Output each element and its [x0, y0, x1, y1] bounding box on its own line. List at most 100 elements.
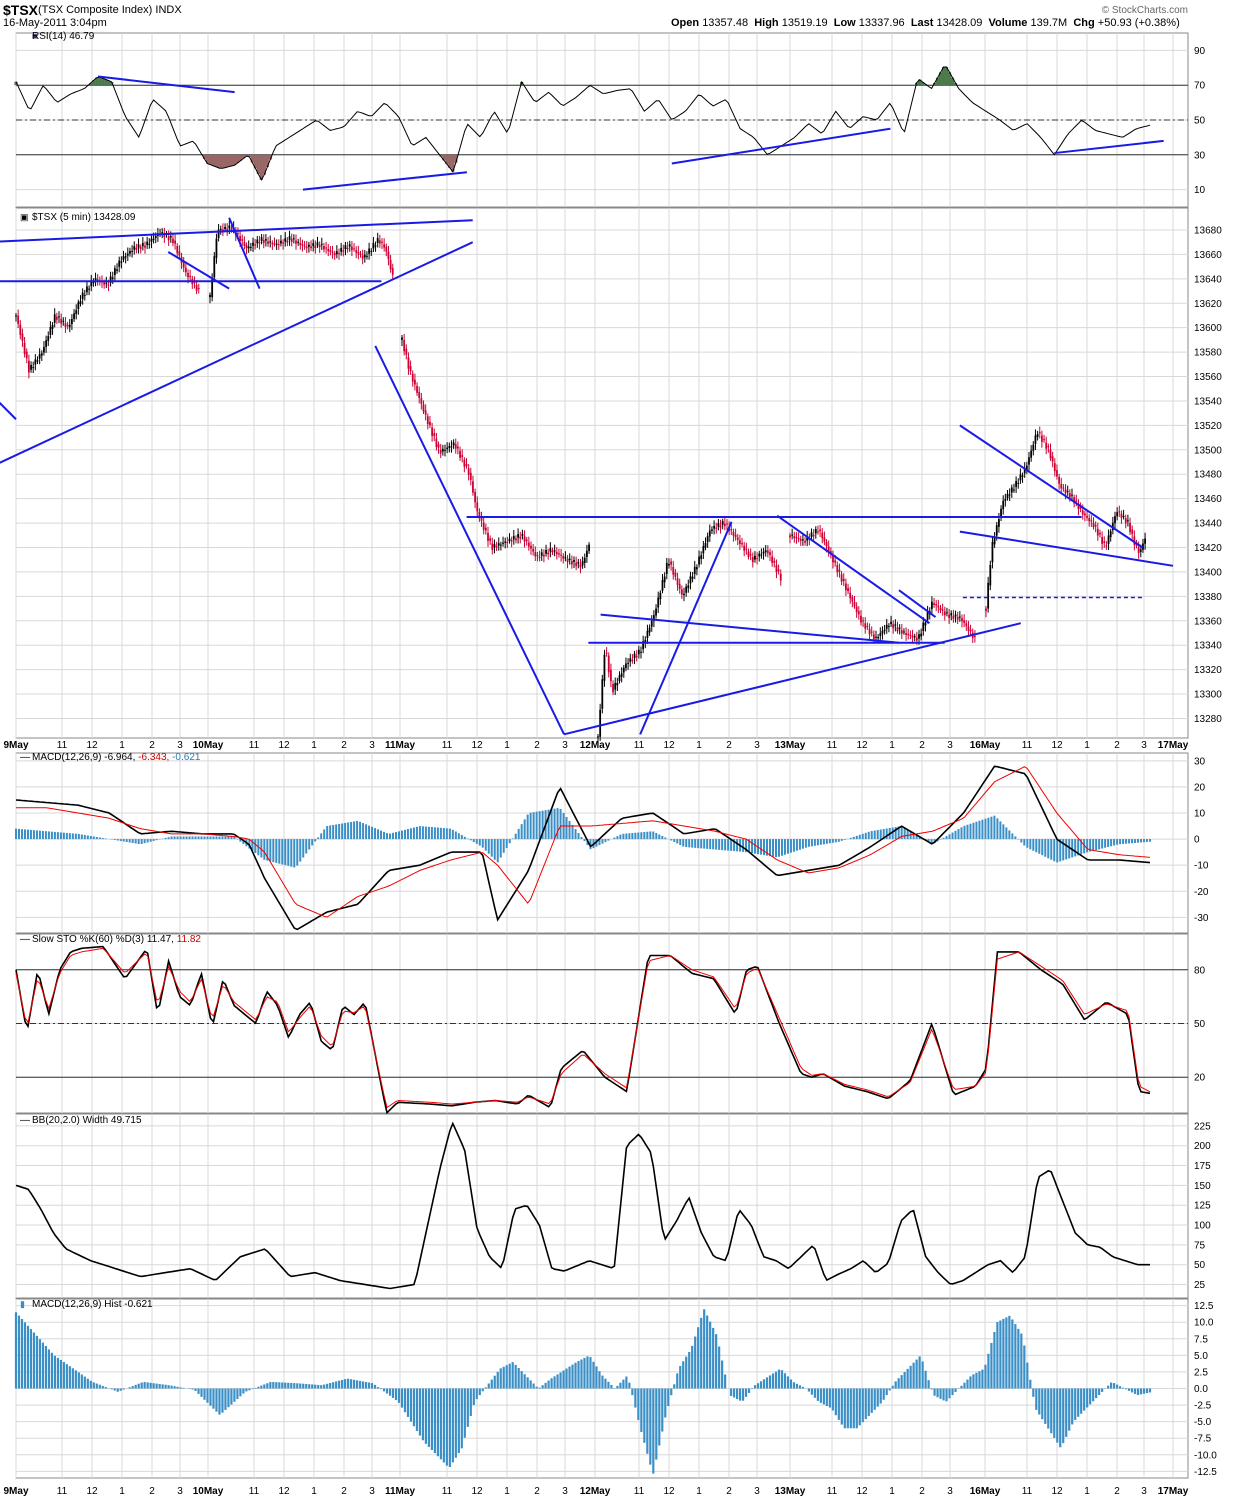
candle-body — [405, 348, 408, 355]
candle-body — [370, 251, 373, 253]
candle-body — [1017, 482, 1020, 484]
candle-body — [583, 557, 586, 563]
candle-body — [508, 538, 511, 542]
candle-body — [952, 615, 955, 620]
candle-body — [888, 625, 890, 627]
candle-body — [751, 557, 754, 563]
candle-body — [989, 564, 992, 586]
candle-body — [931, 601, 933, 609]
candle-body — [847, 588, 849, 592]
candle-body — [280, 240, 282, 244]
candle-body — [1010, 487, 1013, 493]
candle-body — [597, 736, 599, 738]
candle-body — [452, 442, 455, 446]
symbol[interactable]: $TSX — [3, 2, 39, 18]
candle-body — [1120, 513, 1123, 518]
candle-body — [866, 626, 869, 628]
candle-body — [1019, 474, 1022, 481]
candle-body — [1131, 529, 1134, 534]
candle-body — [348, 244, 351, 247]
price-x-tick: 12 — [856, 740, 868, 751]
price-trendline — [0, 219, 473, 243]
candle-body — [260, 237, 263, 241]
candle-body — [1137, 547, 1140, 554]
bb-width-line — [15, 1121, 1150, 1290]
candle-body — [900, 630, 903, 634]
candle-body — [141, 243, 144, 247]
macd-title: MACD(12,26,9) -6.964, -6.343, -0.621 — [32, 752, 201, 763]
candle-body — [797, 538, 800, 540]
candle-body — [1105, 545, 1108, 547]
bottom-x-tick: 13May — [775, 1486, 806, 1497]
candle-body — [167, 236, 170, 241]
candle-body — [187, 272, 189, 278]
candle-body — [521, 533, 524, 536]
candle-body — [245, 245, 248, 249]
bottom-x-tick: 1 — [1084, 1486, 1090, 1497]
price-trendline — [959, 424, 1144, 549]
candle-body — [286, 240, 289, 243]
candle-body — [1023, 468, 1026, 474]
candle-body — [86, 286, 88, 293]
candle-body — [627, 662, 629, 664]
candle-body — [312, 243, 315, 247]
candle-body — [213, 256, 216, 278]
candle-body — [45, 340, 47, 347]
candle-body — [903, 631, 905, 633]
candle-body — [88, 288, 90, 290]
bottom-x-tick: 11 — [249, 1486, 260, 1497]
candle-body — [90, 280, 93, 287]
candle-body — [124, 256, 127, 258]
candle-body — [1114, 516, 1116, 524]
candle-body — [937, 605, 940, 608]
candle-body — [359, 253, 362, 256]
price-x-tick: 2 — [149, 740, 155, 751]
bottom-x-tick: 16May — [970, 1486, 1001, 1497]
candle-body — [530, 545, 532, 549]
candle-body — [254, 244, 257, 246]
candle-body — [318, 244, 321, 248]
rsi-trendline — [671, 127, 891, 165]
candle-body — [116, 269, 118, 271]
candle-body — [711, 529, 713, 531]
candle-body — [96, 279, 99, 282]
candle-body — [389, 259, 392, 270]
candle-body — [924, 622, 927, 626]
candle-body — [75, 310, 78, 315]
y-tick-label: 25 — [1194, 1280, 1206, 1291]
candle-body — [500, 544, 502, 546]
price-x-tick: 1 — [504, 740, 510, 751]
candle-body — [810, 532, 813, 537]
candle-body — [802, 539, 804, 541]
candle-body — [303, 245, 306, 247]
candle-body — [540, 552, 543, 556]
candle-body — [457, 446, 459, 449]
candle-body — [331, 251, 334, 253]
y-tick-label: 80 — [1194, 965, 1206, 976]
candle-body — [299, 243, 302, 246]
candle-body — [1088, 518, 1091, 522]
candle-body — [409, 366, 412, 372]
candle-body — [374, 245, 377, 247]
candle-body — [414, 379, 416, 385]
candle-body — [1064, 489, 1067, 494]
bb-legend-marker: — — [20, 1115, 30, 1126]
candle-body — [92, 281, 95, 284]
candle-body — [381, 241, 383, 243]
y-tick-label: 13440 — [1194, 519, 1222, 530]
candle-body — [698, 556, 700, 565]
price-x-tick: 11 — [249, 740, 260, 751]
candle-body — [674, 572, 677, 577]
candle-body — [327, 248, 330, 252]
candle-body — [969, 629, 972, 632]
price-trendline — [600, 613, 900, 644]
candle-body — [905, 633, 907, 635]
candle-body — [853, 601, 856, 607]
candle-body — [620, 673, 623, 677]
candle-body — [182, 262, 185, 268]
bottom-x-tick: 12 — [1051, 1486, 1063, 1497]
price-x-tick: 12 — [278, 740, 290, 751]
price-trendline — [374, 345, 565, 735]
price-x-tick: 13May — [775, 740, 806, 751]
candle-body — [791, 534, 794, 536]
